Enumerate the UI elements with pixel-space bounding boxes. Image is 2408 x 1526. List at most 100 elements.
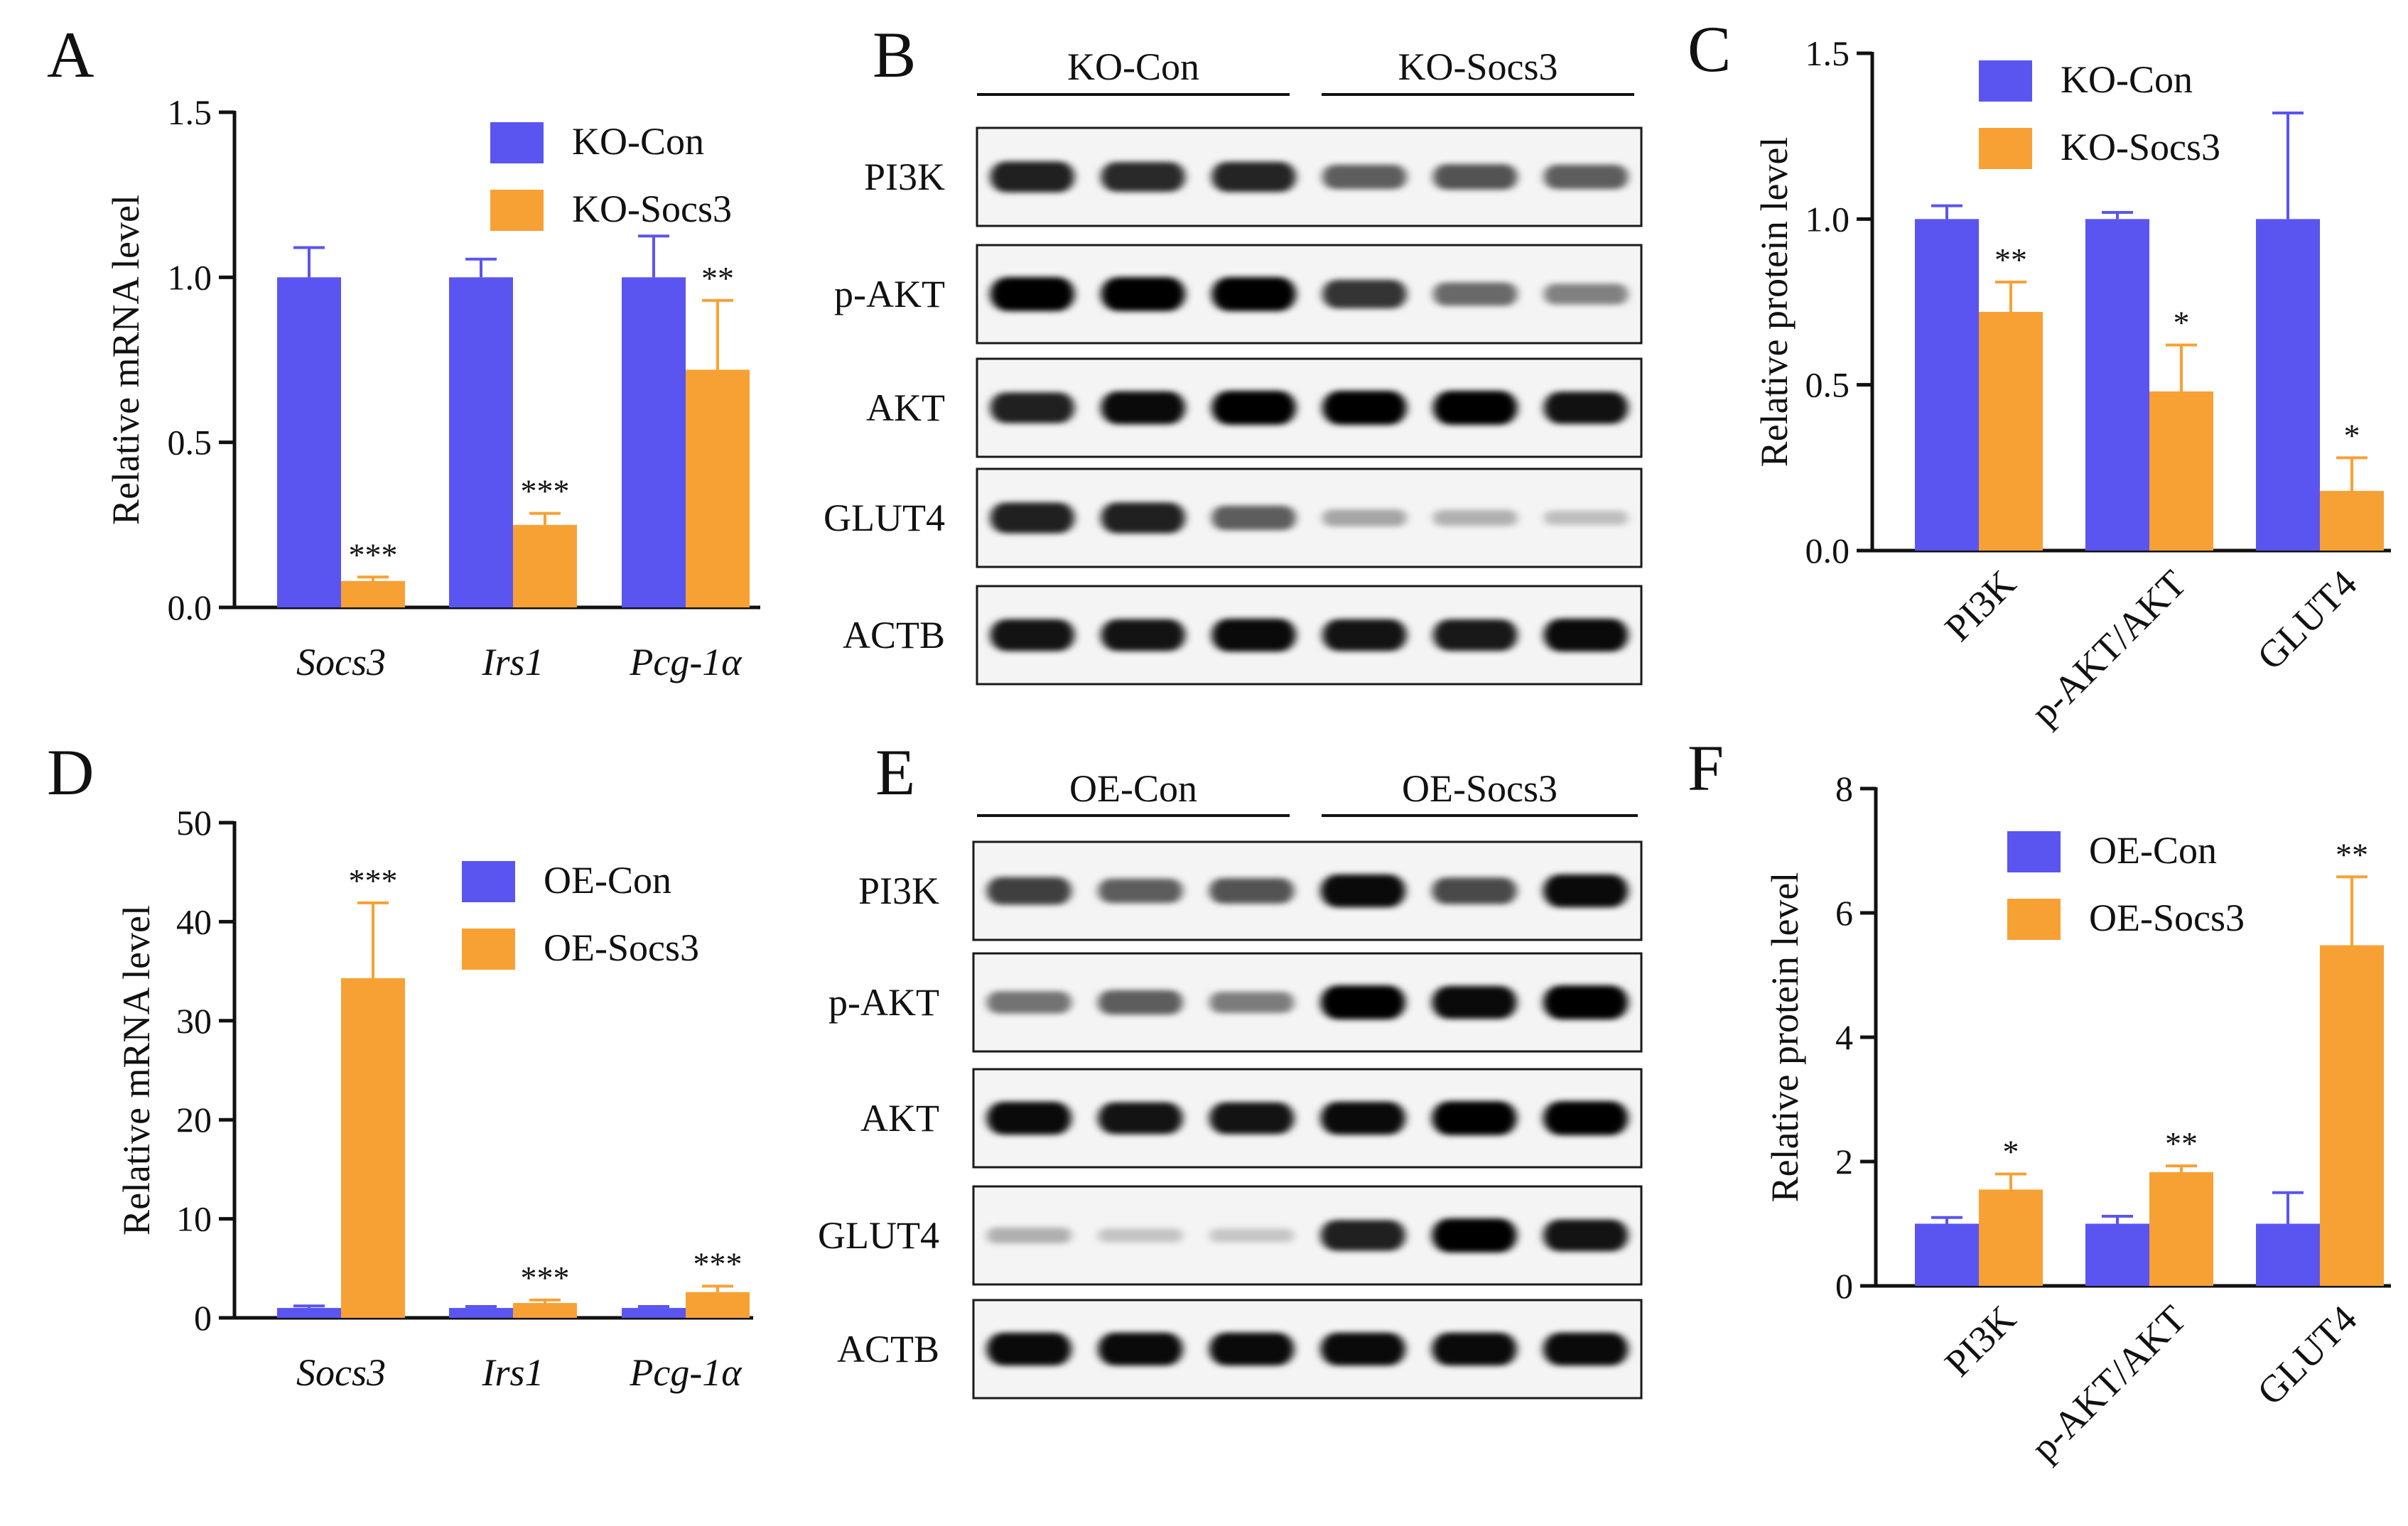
y-tick-label: 6 [1835,893,1853,933]
bar-oe-socs3-0 [341,978,405,1318]
y-tick-label: 1.0 [1805,199,1850,239]
bar-oe-con-1 [2085,1223,2149,1286]
blot-bands [986,874,1629,908]
y-tick-label: 0.5 [168,423,212,462]
blot-row-label: GLUT4 [818,1214,939,1257]
x-category-label: GLUT4 [2249,1297,2365,1413]
y-tick-label: 1.0 [168,257,212,297]
blot-band [1101,162,1185,192]
blot-band [1320,1220,1405,1251]
blot-strip-akt [972,1068,1643,1169]
blot-bands [986,1218,1629,1252]
blot-band [990,161,1075,193]
blot-band [990,392,1075,423]
blot-row-label: PI3K [858,870,939,912]
legend-label-0: OE-Con [2089,829,2217,872]
blot-band [1432,1332,1517,1366]
legend-swatch-1 [462,929,515,970]
bar-oe-socs3-2 [686,1292,750,1318]
blot-band [1101,619,1185,651]
bar-ko-socs3-0 [1979,312,2043,551]
blot-band [1209,992,1295,1013]
legend-swatch-0 [2007,831,2061,872]
panel-label-f: F [1688,732,1724,804]
blot-row-label: AKT [860,1097,939,1140]
bar-oe-con-0 [1915,1223,1979,1286]
bar-ko-con-2 [2256,219,2320,551]
blot-band [1098,1332,1183,1366]
bar-oe-socs3-2 [2320,945,2384,1286]
x-category-label: Pcg-1α [629,641,743,683]
blot-band [1211,277,1296,311]
blot-band [1209,1332,1295,1366]
significance-marker: ** [2165,1125,2198,1162]
blot-band [1433,391,1518,425]
bar-ko-con-2 [622,277,686,607]
blot-band [1098,878,1183,904]
blot-band [1543,1332,1629,1366]
blot-band [1543,391,1629,424]
significance-marker: *** [349,536,398,573]
x-category-label: Socs3 [296,1351,386,1394]
blot-band [1101,502,1185,534]
blot-band [1543,283,1629,305]
y-axis-title: Relative protein level [1753,137,1796,467]
blot-row-label: p-AKT [828,981,939,1024]
y-axis-title: Relative protein level [1764,872,1806,1203]
blot-row-label: p-AKT [834,273,945,315]
blot-band [986,1101,1071,1135]
blot-row-label: GLUT4 [824,497,945,539]
bar-oe-con-2 [622,1308,686,1318]
blot-band [1543,874,1629,908]
bar-oe-con-2 [2256,1223,2320,1286]
blot-band [1433,509,1518,526]
blot-strip-actb [972,1299,1643,1400]
legend-label-0: KO-Con [2061,58,2193,101]
panel-label-a: A [47,18,94,91]
blot-band [990,277,1075,311]
western-blot-b: KO-Con KO-Socs3 PI3K p-AKT AKT GLUT4 ACTB [824,45,1643,686]
x-category-label: Pcg-1α [629,1351,743,1394]
blot-band [1209,1228,1295,1243]
blot-band [1211,505,1296,531]
x-category-label: Irs1 [481,641,544,683]
y-tick-label: 2 [1835,1142,1853,1181]
blot-band [1433,282,1518,306]
significance-marker: ** [2336,836,2368,872]
blot-strip-akt [976,357,1643,458]
blot-band [1320,985,1405,1019]
legend-label-1: OE-Socs3 [2089,897,2245,939]
blot-band [1211,161,1296,193]
bar-ko-socs3-0 [341,580,405,607]
bar-oe-con-0 [277,1308,341,1318]
significance-marker: *** [349,862,398,899]
blot-bands [986,985,1629,1019]
y-tick-label: 30 [176,1001,212,1041]
blot-band [1322,391,1407,425]
x-category-label: GLUT4 [2249,562,2365,678]
x-category-label: p-AKT/AKT [2023,1297,2195,1469]
significance-marker: *** [521,1260,570,1296]
blot-band [1322,619,1407,651]
blot-band [1322,164,1407,190]
legend-label-1: KO-Socs3 [572,188,732,230]
blot-band [990,502,1075,534]
blot-bands [990,391,1629,425]
y-tick-label: 1.5 [1805,33,1850,73]
panel-label-c: C [1688,13,1731,85]
y-tick-label: 1.5 [168,92,212,132]
significance-marker: * [2344,417,2360,453]
blot-strip-pi3k [976,126,1643,227]
blot-band [1320,1332,1405,1366]
bar-ko-con-1 [2085,219,2149,551]
blot-band [1432,1218,1517,1252]
bar-oe-con-1 [449,1308,513,1318]
y-tick-label: 50 [176,803,212,843]
legend-label-0: KO-Con [572,120,704,163]
group-label-1: OE-Socs3 [1402,767,1557,810]
legend-label-1: OE-Socs3 [544,926,699,969]
blot-band [990,619,1075,651]
blot-band [1211,618,1296,652]
x-category-label: Socs3 [296,641,386,683]
